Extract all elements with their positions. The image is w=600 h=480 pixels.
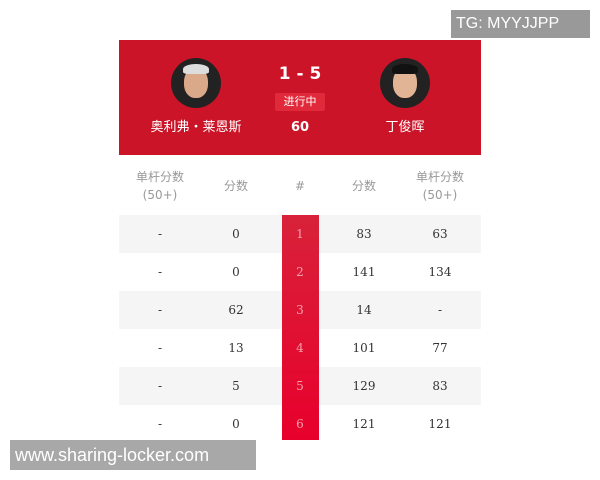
header-left-break: 单杆分数 (50+): [135, 170, 184, 202]
header-frame-number: #: [294, 179, 306, 193]
left-break-cell: -: [157, 265, 163, 279]
left-score-cell: 0: [232, 265, 240, 279]
left-break-cell: -: [157, 341, 163, 355]
frame-number-cell: 3: [296, 303, 304, 317]
header-right-break: 单杆分数 (50+): [415, 170, 464, 202]
left-break-cell: -: [157, 303, 163, 317]
left-break-cell: -: [157, 379, 163, 393]
right-score-cell: 14: [356, 303, 372, 317]
frame-number-column: [282, 215, 319, 440]
header-right-score: 分数: [351, 179, 376, 193]
site-watermark: www.sharing-locker.com: [10, 440, 256, 470]
status-badge: 进行中: [275, 93, 325, 111]
left-score-cell: 13: [228, 341, 244, 355]
right-break-cell: 121: [428, 417, 452, 431]
current-frame-score: 60: [290, 120, 310, 135]
left-score-cell: 0: [232, 227, 240, 241]
player-left-name: 奥利弗・莱恩斯: [150, 120, 242, 135]
frame-number-cell: 2: [296, 265, 304, 279]
right-break-cell: 77: [432, 341, 448, 355]
player-right-avatar: [380, 58, 430, 108]
tg-watermark: TG: MYYJJPP: [451, 10, 590, 38]
right-score-cell: 129: [352, 379, 376, 393]
player-left-avatar: [171, 58, 221, 108]
left-score-cell: 62: [228, 303, 244, 317]
match-score: 1 - 5: [278, 64, 322, 84]
left-break-cell: -: [157, 417, 163, 431]
right-break-cell: 63: [432, 227, 448, 241]
right-break-cell: 83: [432, 379, 448, 393]
right-break-cell: 134: [428, 265, 452, 279]
frame-number-cell: 6: [296, 417, 304, 431]
right-score-cell: 121: [352, 417, 376, 431]
right-score-cell: 83: [356, 227, 372, 241]
right-break-cell: -: [437, 303, 443, 317]
right-score-cell: 101: [352, 341, 376, 355]
right-score-cell: 141: [352, 265, 376, 279]
match-header-banner: 奥利弗・莱恩斯 1 - 5 进行中 60 丁俊晖: [119, 40, 481, 155]
left-score-cell: 5: [232, 379, 240, 393]
left-score-cell: 0: [232, 417, 240, 431]
left-break-cell: -: [157, 227, 163, 241]
frame-number-cell: 5: [296, 379, 304, 393]
header-left-score: 分数: [223, 179, 248, 193]
frame-number-cell: 1: [296, 227, 304, 241]
frame-number-cell: 4: [296, 341, 304, 355]
player-right-name: 丁俊晖: [385, 120, 425, 135]
